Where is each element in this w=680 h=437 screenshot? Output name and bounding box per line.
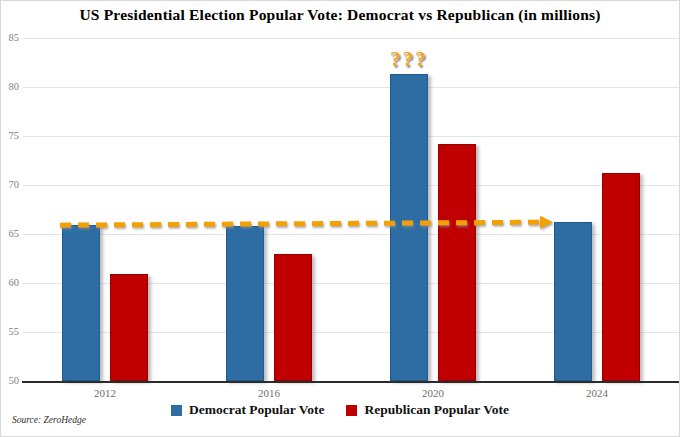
y-tick-label-85: 85 <box>1 32 19 44</box>
gridline-80 <box>23 87 679 88</box>
legend-item-democrat: Democrat Popular Vote <box>171 402 324 418</box>
x-tick-label-2020: 2020 <box>422 387 444 399</box>
x-tick-label-2012: 2012 <box>94 387 116 399</box>
y-tick-label-70: 70 <box>1 179 19 191</box>
chart-canvas: US Presidential Election Popular Vote: D… <box>0 0 680 437</box>
bar-republican-2024 <box>602 173 640 381</box>
y-tick-label-75: 75 <box>1 130 19 142</box>
y-tick-label-60: 60 <box>1 277 19 289</box>
source-note: Source: ZeroHedge <box>12 415 86 425</box>
legend: Democrat Popular Vote Republican Popular… <box>1 402 679 418</box>
bar-democrat-2020 <box>390 74 428 381</box>
gridline-70 <box>23 185 679 186</box>
legend-label-republican: Republican Popular Vote <box>364 402 509 418</box>
bar-republican-2020 <box>438 144 476 381</box>
x-axis-line <box>22 381 680 383</box>
legend-item-republican: Republican Popular Vote <box>346 402 509 418</box>
y-tick-label-50: 50 <box>1 375 19 387</box>
bar-democrat-2024 <box>554 222 592 381</box>
bar-democrat-2016 <box>226 226 264 381</box>
legend-label-democrat: Democrat Popular Vote <box>189 402 324 418</box>
question-marks-annotation: ??? <box>390 49 428 69</box>
y-tick-label-55: 55 <box>1 326 19 338</box>
gridline-75 <box>23 136 679 137</box>
y-tick-label-65: 65 <box>1 228 19 240</box>
bar-democrat-2012 <box>62 225 100 381</box>
republican-swatch-icon <box>346 405 357 416</box>
bar-republican-2016 <box>274 254 312 381</box>
y-tick-label-80: 80 <box>1 81 19 93</box>
x-tick-label-2016: 2016 <box>258 387 280 399</box>
gridline-85 <box>23 38 679 39</box>
bar-republican-2012 <box>110 274 148 381</box>
democrat-swatch-icon <box>171 405 182 416</box>
x-tick-label-2024: 2024 <box>586 387 608 399</box>
plot-area: 50 55 60 65 70 75 80 85 2012 2016 2020 2024 <box>1 1 680 437</box>
